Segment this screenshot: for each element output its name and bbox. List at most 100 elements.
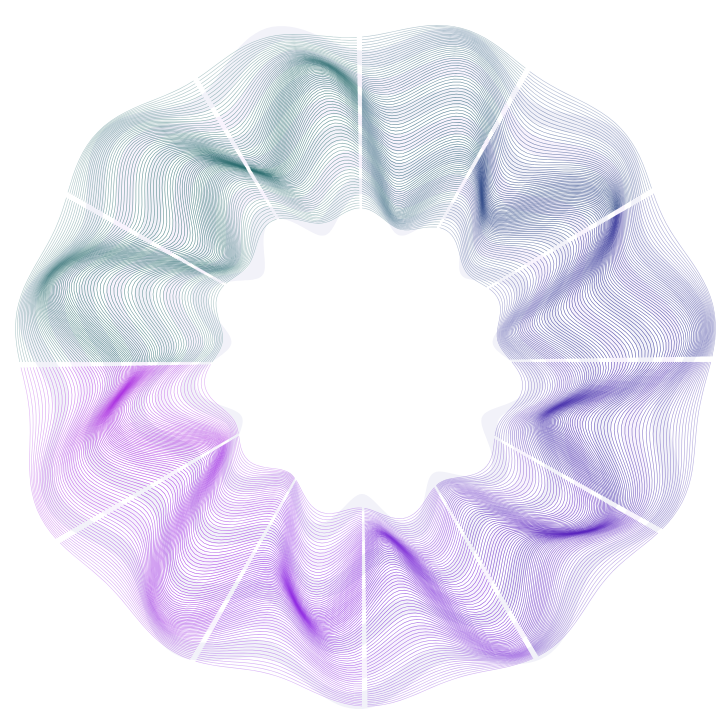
mesh-ring-arc (204, 177, 253, 272)
mesh-ring-arc (215, 200, 266, 278)
mesh-ring-arc (247, 67, 358, 165)
mesh-ring-arc (258, 159, 359, 196)
mesh-ring-arc (364, 493, 439, 533)
mesh-ring-arc (505, 112, 624, 206)
mesh-ring-arc (219, 208, 271, 281)
mesh-ring-arc (251, 558, 363, 622)
mesh-ring-arc (86, 365, 144, 489)
mesh-ring-arc (221, 443, 285, 497)
mesh-ring-arc (361, 173, 457, 218)
mesh-ring-arc (211, 45, 358, 102)
mesh-ring-arc (38, 217, 103, 363)
mesh-ring-arc (61, 541, 192, 659)
mesh-ring-arc (364, 537, 473, 581)
mesh-ring-arc (109, 365, 198, 458)
mesh-ring-arc (202, 174, 251, 271)
mesh-ring-arc (525, 78, 646, 193)
mesh-ring-arc (201, 649, 363, 697)
mesh-ring-arc (534, 240, 579, 359)
mesh-ring-arc (34, 212, 94, 363)
mesh-ring-arc (284, 500, 363, 567)
mesh-ring-arc (625, 209, 703, 357)
mesh-ring-arc (87, 109, 211, 204)
mesh-ring-arc (46, 366, 77, 527)
mesh-ring-arc (490, 497, 599, 578)
mesh-ring-arc (496, 361, 527, 438)
mesh-ring-arc (365, 554, 496, 611)
mesh-ring-arc (367, 654, 532, 699)
mesh-ring-arc (361, 205, 439, 230)
mesh-ring-arc (175, 273, 204, 363)
mesh-ring-arc (220, 444, 284, 499)
mesh-ring-arc (364, 495, 440, 536)
mesh-ring-arc (361, 136, 472, 195)
mesh-ring-arc (229, 585, 363, 642)
mesh-ring-arc (526, 361, 565, 459)
mesh-ring-arc (199, 171, 249, 269)
mesh-ring-arc (451, 206, 509, 275)
mesh-ring-arc (61, 366, 99, 515)
mesh-ring-arc (366, 637, 528, 671)
mesh-ring-arc (81, 365, 133, 495)
mesh-ring-arc (79, 97, 204, 200)
mesh-ring-arc (607, 214, 675, 358)
mesh-ring-arc (212, 194, 262, 276)
mesh-ring-arc (92, 523, 205, 636)
mesh-ring-arc (100, 518, 208, 632)
mesh-ring-arc (361, 120, 477, 174)
mesh-ring-arc (144, 147, 242, 237)
mesh-ring-arc (512, 101, 629, 203)
mesh-ring-arc (653, 193, 716, 357)
mesh-ring-arc (273, 520, 363, 595)
mesh-ring-arc (519, 253, 559, 360)
mesh-ring-arc (86, 526, 203, 639)
mesh-ring-arc (255, 149, 359, 192)
mesh-ring-arc (364, 489, 436, 524)
mesh-ring-arc (258, 162, 360, 198)
mesh-ring-arc (251, 119, 359, 180)
mesh-ring-arc (479, 157, 604, 218)
mesh-ring-arc (226, 442, 289, 491)
mesh-ring-arc (621, 211, 698, 357)
mesh-ring-arc (247, 66, 358, 164)
mesh-ring-arc (90, 256, 173, 363)
mesh-ring-arc (33, 211, 92, 363)
mesh-ring-arc (448, 464, 543, 508)
mesh-ring-arc (520, 87, 638, 198)
mesh-ring-arc (161, 155, 245, 247)
mesh-ring-arc (361, 119, 477, 171)
mesh-ring-arc (654, 361, 705, 526)
mesh-ring-arc (572, 361, 650, 500)
mesh-ring-arc (158, 154, 245, 246)
mesh-ring-arc (540, 361, 587, 475)
mesh-ring-arc (527, 514, 628, 639)
mesh-ring-arc (223, 53, 358, 123)
mesh-ring-arc (223, 443, 287, 494)
mesh-ring-arc (117, 133, 232, 221)
mesh-ring-arc (215, 609, 363, 667)
mesh-ring-arc (484, 148, 613, 213)
mesh-ring-arc (536, 361, 579, 469)
mesh-ring-arc (253, 136, 359, 186)
mesh-ring-arc (281, 505, 363, 576)
mesh-ring-arc (361, 31, 520, 80)
mesh-ring-arc (23, 367, 58, 538)
mesh-ring-arc (115, 365, 208, 452)
mesh-ring-arc (483, 151, 611, 214)
mesh-ring-arc (531, 520, 637, 647)
mesh-ring-arc (248, 69, 358, 167)
mesh-ring-arc (165, 156, 246, 249)
mesh-ring-arc (264, 537, 363, 610)
mesh-ring-arc (518, 509, 619, 624)
mesh-ring-arc (505, 504, 610, 603)
mesh-ring-arc (364, 505, 446, 547)
mesh-ring-arc (211, 619, 363, 676)
mesh-ring-arc (365, 566, 504, 623)
mesh-ring-arc (634, 204, 709, 357)
mesh-ring-arc (250, 77, 359, 171)
mesh-ring-arc (231, 439, 292, 485)
mesh-ring-arc (361, 53, 504, 109)
mesh-ring-arc (43, 224, 116, 363)
mesh-ring-arc (361, 178, 454, 220)
mesh-ring-arc (443, 455, 527, 500)
